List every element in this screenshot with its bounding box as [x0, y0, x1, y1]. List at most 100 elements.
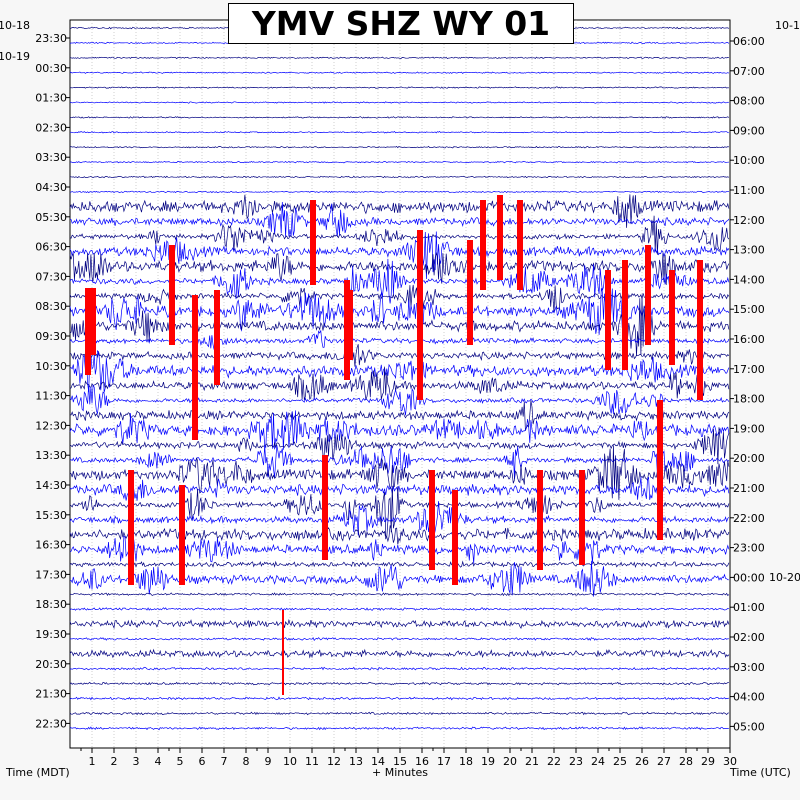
x-tick-label: 5 — [177, 755, 184, 768]
x-tick-label: 20 — [503, 755, 517, 768]
seismic-trace — [69, 340, 730, 367]
right-time-label: 04:00 — [733, 691, 765, 704]
x-tick-label: 26 — [635, 755, 649, 768]
clipped-trace-marker — [169, 245, 175, 345]
seismic-trace — [69, 101, 729, 104]
clipped-trace-marker — [622, 260, 628, 370]
seismic-trace — [69, 116, 730, 119]
left-time-label: 14:30 — [35, 479, 67, 492]
clipped-trace-marker — [517, 200, 523, 290]
seismic-trace — [70, 175, 730, 179]
x-tick-label: 1 — [89, 755, 96, 768]
left-time-label: 04:30 — [35, 181, 67, 194]
seismic-trace — [69, 444, 730, 479]
x-tick-label: 2 — [111, 755, 118, 768]
trace-layer — [69, 26, 730, 731]
right-time-label: 01:00 — [733, 601, 765, 614]
seismic-trace — [69, 284, 730, 335]
right-time-label: 17:00 — [733, 363, 765, 376]
seismic-trace — [69, 215, 730, 255]
x-tick-label: 6 — [199, 755, 206, 768]
right-time-label: 03:00 — [733, 661, 765, 674]
left-time-label: 11:30 — [35, 390, 67, 403]
seismic-trace — [69, 696, 730, 701]
clipped-trace-marker — [417, 230, 423, 400]
seismic-trace — [69, 592, 730, 597]
axis-layer: 1 2 3 4 5 6 7 8 9 10 11 12 13 14 15 16 17 18 19 20 21 22 23 24 2… — [35, 32, 764, 768]
left-date-label-1: 10-18 — [0, 19, 30, 32]
clipped-trace-marker — [90, 288, 96, 355]
clipped-trace-marker — [605, 270, 611, 370]
x-tick-label: 29 — [701, 755, 715, 768]
seismic-trace — [70, 400, 730, 431]
clipped-trace-marker — [452, 490, 458, 585]
left-time-label: 18:30 — [35, 598, 67, 611]
right-time-label: 15:00 — [733, 303, 765, 316]
x-tick-label: 14 — [371, 755, 385, 768]
seismic-trace — [69, 282, 730, 313]
x-tick-label: 25 — [613, 755, 627, 768]
clipped-trace-marker — [192, 295, 198, 440]
x-tick-label: 22 — [547, 755, 561, 768]
left-time-label: 10:30 — [35, 360, 67, 373]
left-time-label: 21:30 — [35, 688, 67, 701]
clipped-trace-marker — [480, 200, 486, 290]
left-time-label: 03:30 — [35, 151, 67, 164]
clipped-trace-marker — [128, 470, 134, 585]
x-tick-label: 24 — [591, 755, 605, 768]
left-time-label: 13:30 — [35, 449, 67, 462]
clipped-trace-marker — [669, 270, 675, 365]
x-tick-label: 13 — [349, 755, 363, 768]
seismic-trace — [69, 648, 730, 659]
x-tick-label: 18 — [459, 755, 473, 768]
seismic-trace — [69, 56, 729, 60]
seismic-trace — [69, 410, 730, 450]
x-tick-label: 10 — [283, 755, 297, 768]
seismic-trace — [69, 666, 730, 671]
right-time-label: 06:00 — [733, 35, 765, 48]
x-tick-label: 8 — [243, 755, 250, 768]
x-tick-label: 15 — [393, 755, 407, 768]
left-time-label: 22:30 — [35, 717, 67, 730]
right-time-label: 07:00 — [733, 65, 765, 78]
left-time-label: 09:30 — [35, 330, 67, 343]
left-time-label: 20:30 — [35, 658, 67, 671]
seismic-trace — [69, 427, 730, 465]
x-tick-label: 21 — [525, 755, 539, 768]
seismic-trace — [69, 711, 730, 716]
right-time-label: 22:00 — [733, 512, 765, 525]
seismic-trace — [69, 681, 729, 686]
clipped-trace-marker — [347, 290, 353, 360]
seismic-trace — [69, 71, 730, 75]
seismic-trace — [69, 190, 729, 194]
left-time-label: 00:30 — [35, 62, 67, 75]
x-tick-label: 7 — [221, 755, 228, 768]
seismic-trace — [69, 726, 729, 731]
seismic-trace — [69, 194, 730, 228]
seismic-trace — [69, 329, 730, 350]
seismic-trace — [69, 251, 730, 286]
seismic-trace — [69, 366, 730, 401]
clipped-trace-marker — [85, 288, 91, 375]
x-axis-title: + Minutes — [372, 766, 429, 779]
right-time-label: 16:00 — [733, 333, 765, 346]
clipped-trace-marker — [467, 240, 473, 345]
left-time-label: 01:30 — [35, 92, 67, 105]
seismic-trace — [69, 383, 730, 416]
x-tick-label: 27 — [657, 755, 671, 768]
left-date-label-2: 10-19 — [0, 50, 30, 63]
clipped-trace-marker — [645, 245, 651, 345]
right-time-label: 19:00 — [733, 422, 765, 435]
clipped-trace-marker — [497, 195, 503, 280]
right-date-label-2: 10-20 — [769, 571, 800, 584]
right-time-label: 20:00 — [733, 452, 765, 465]
seismic-trace — [70, 636, 729, 641]
seismic-trace — [69, 86, 729, 89]
x-tick-label: 23 — [569, 755, 583, 768]
seismic-trace — [69, 296, 730, 357]
left-time-label: 02:30 — [35, 121, 67, 134]
left-time-label: 07:30 — [35, 270, 67, 283]
seismic-trace — [70, 201, 730, 238]
